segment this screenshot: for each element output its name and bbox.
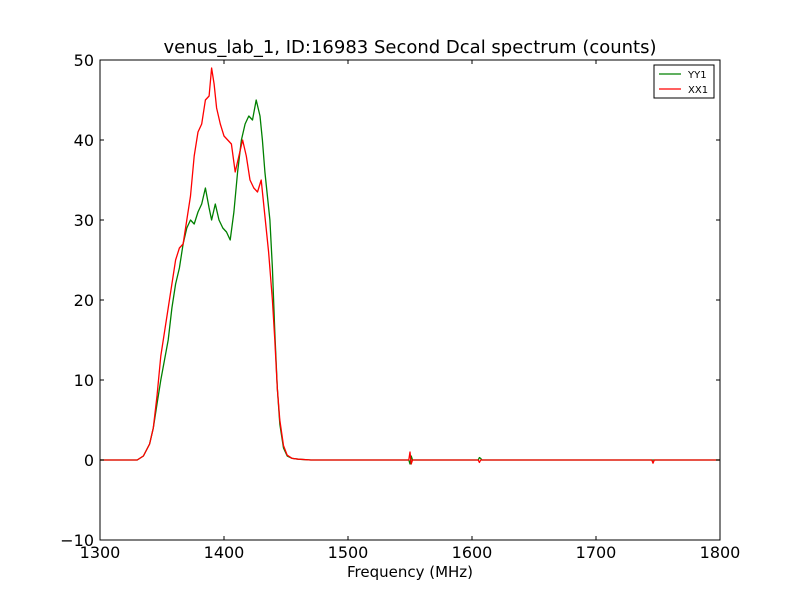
legend-label-xx1: XX1 (688, 85, 708, 96)
y-tick-label: −10 (60, 531, 94, 550)
y-tick-label: 50 (74, 51, 94, 70)
y-tick-label: 40 (74, 131, 94, 150)
y-tick-label: 10 (74, 371, 94, 390)
legend-label-yy1: YY1 (687, 70, 707, 81)
y-tick-label: 0 (84, 451, 94, 470)
x-tick-label: 1400 (204, 543, 245, 562)
x-tick-label: 1800 (700, 543, 741, 562)
series-line-xx1 (100, 67, 720, 465)
x-axis-label: Frequency (MHz) (347, 563, 473, 581)
chart-title: venus_lab_1, ID:16983 Second Dcal spectr… (163, 37, 656, 58)
x-tick-label: 1500 (328, 543, 369, 562)
series-line-yy1 (100, 99, 720, 465)
y-tick-label: 30 (74, 211, 94, 230)
y-tick-label: 20 (74, 291, 94, 310)
series-layer (100, 67, 720, 465)
x-tick-label: 1600 (452, 543, 493, 562)
ticks-layer: 1300 1400 1500 1600 1700 1800 −10 0 10 20 30 40 50 (60, 51, 740, 562)
x-tick-label: 1300 (80, 543, 121, 562)
x-tick-label: 1700 (576, 543, 617, 562)
legend-box (653, 64, 715, 99)
